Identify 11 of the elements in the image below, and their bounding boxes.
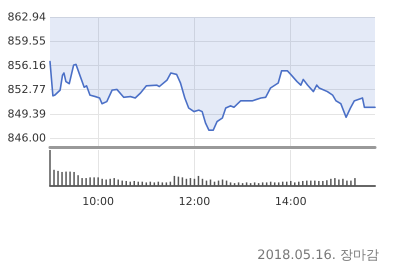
x-tick-label: 10:00 [82, 195, 114, 208]
line-series [49, 60, 376, 131]
y-tick-label: 859.55 [8, 34, 46, 48]
x-tick-label: 14:00 [274, 195, 307, 208]
y-tick-label: 849.39 [8, 107, 46, 120]
y-tick-label: 862.94 [8, 10, 46, 24]
y-tick-label: 852.77 [8, 83, 46, 96]
y-tick-label: 856.16 [8, 58, 46, 72]
y-tick-label: 846.00 [8, 132, 46, 144]
x-tick-label: 12:00 [178, 195, 210, 208]
text: 2018.05.16. 장마감 [257, 247, 379, 264]
